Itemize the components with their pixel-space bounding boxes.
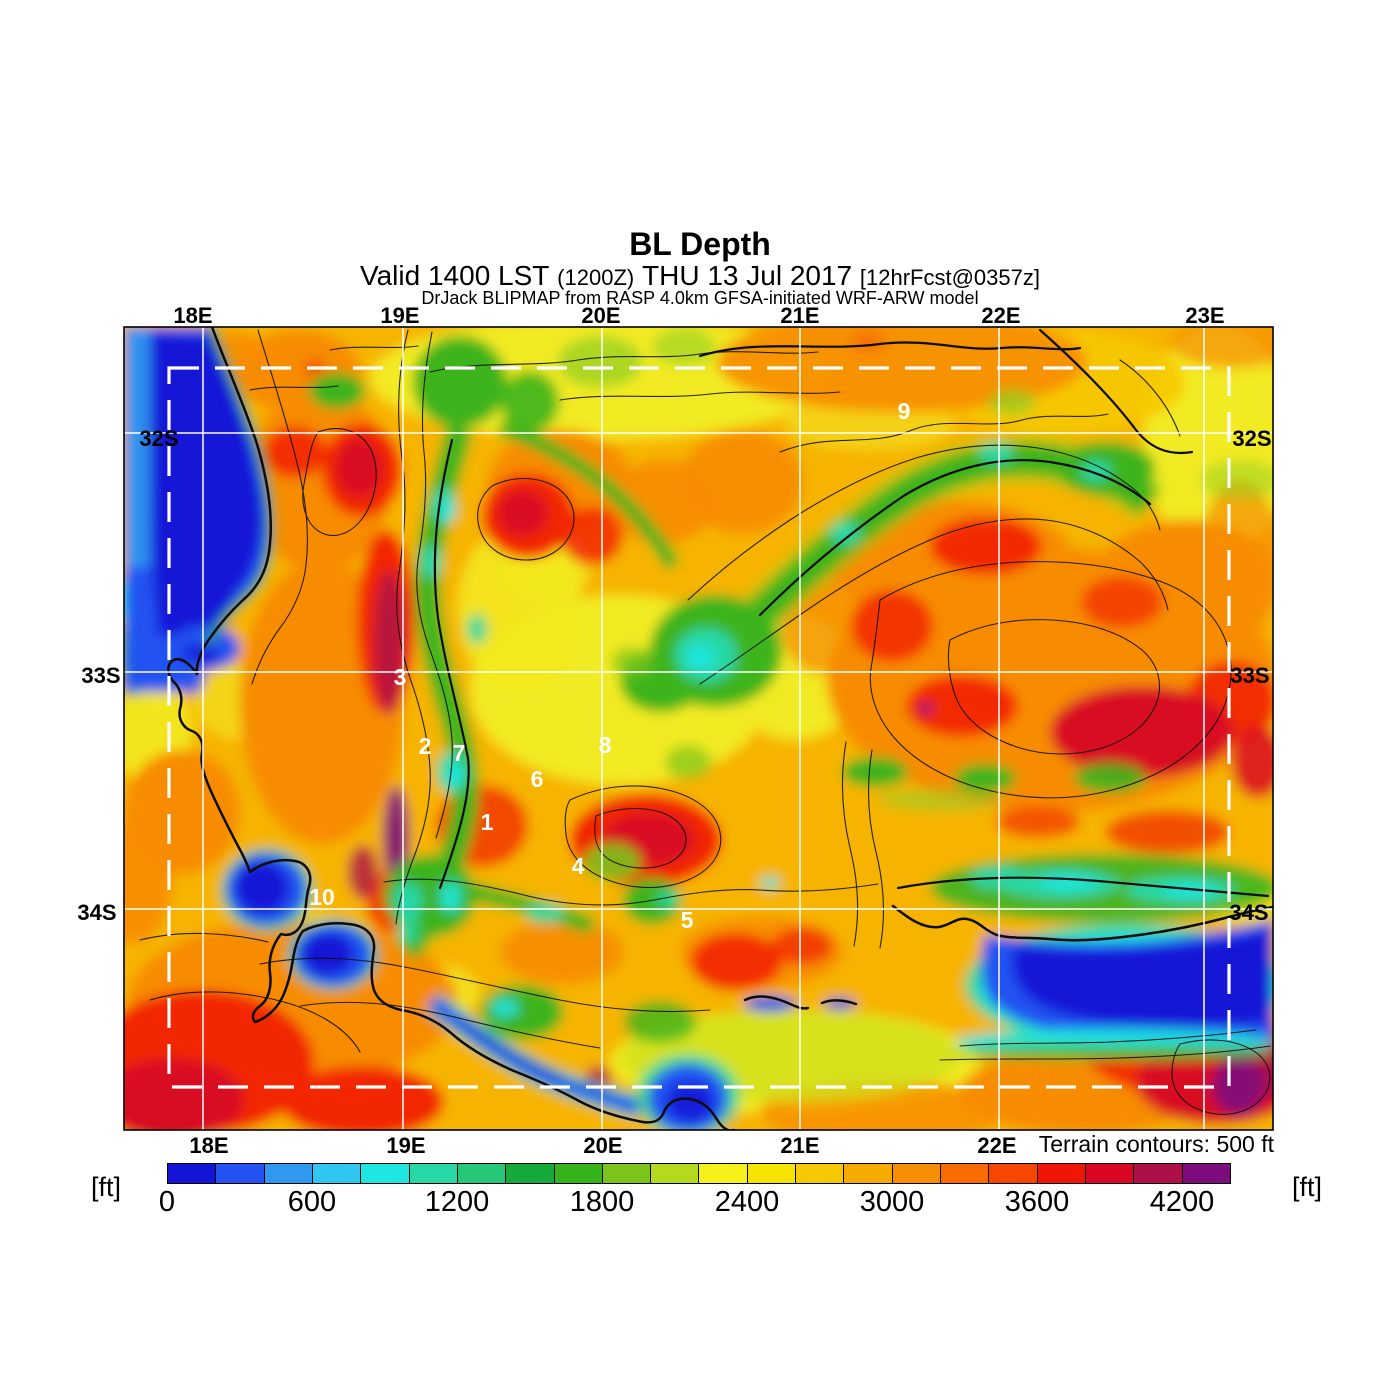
terrain-contour-layer bbox=[139, 327, 1273, 1130]
site-label-6: 6 bbox=[531, 766, 544, 792]
valid-zulu: (1200Z) bbox=[557, 265, 635, 290]
bottom-lon-20e: 20E bbox=[583, 1133, 623, 1158]
site-labels: 1 2 3 4 5 6 7 8 9 10 bbox=[309, 398, 910, 933]
site-label-7: 7 bbox=[453, 740, 466, 766]
left-lat-32s: 32S bbox=[139, 426, 179, 451]
colorbar-tick-3600: 3600 bbox=[1004, 1186, 1070, 1218]
bottom-lon-22e: 22E bbox=[977, 1133, 1017, 1158]
colorbar-tick-3000: 3000 bbox=[859, 1186, 925, 1218]
bl-depth-field bbox=[124, 327, 1273, 1130]
colorbar-tick-1200: 1200 bbox=[424, 1186, 490, 1218]
colorbar-tick-1800: 1800 bbox=[569, 1186, 635, 1218]
colorbar-tick-0: 0 bbox=[158, 1186, 176, 1218]
site-label-3: 3 bbox=[394, 664, 407, 690]
bottom-lon-21e: 21E bbox=[780, 1133, 820, 1158]
valid-prefix: Valid 1400 LST bbox=[360, 260, 550, 291]
right-lat-32s: 32S bbox=[1232, 426, 1272, 451]
top-lon-18e: 18E bbox=[173, 303, 213, 328]
coastline bbox=[167, 327, 1273, 1130]
page-title: BL Depth bbox=[629, 226, 771, 262]
model-source-line: DrJack BLIPMAP from RASP 4.0km GFSA-init… bbox=[421, 288, 979, 308]
site-label-9: 9 bbox=[898, 398, 911, 424]
site-label-8: 8 bbox=[599, 732, 612, 758]
bottom-lon-18e: 18E bbox=[189, 1133, 229, 1158]
map-border bbox=[123, 326, 1274, 1131]
colorbar-tick-2400: 2400 bbox=[714, 1186, 780, 1218]
site-label-2: 2 bbox=[419, 733, 432, 759]
site-label-10: 10 bbox=[309, 884, 335, 910]
right-lat-33s: 33S bbox=[1230, 663, 1270, 688]
site-label-1: 1 bbox=[481, 809, 494, 835]
top-lon-21e: 21E bbox=[780, 303, 820, 328]
site-label-5: 5 bbox=[681, 907, 694, 933]
right-lat-34s: 34S bbox=[1229, 900, 1269, 925]
top-lon-23e: 23E bbox=[1185, 303, 1225, 328]
valid-time-line: Valid 1400 LST (1200Z) THU 13 Jul 2017 [… bbox=[360, 260, 1040, 292]
graticule bbox=[124, 327, 1273, 1130]
top-lon-22e: 22E bbox=[981, 303, 1021, 328]
thick-terrain-contours bbox=[433, 328, 1270, 898]
colorbar-segments bbox=[167, 1163, 1231, 1184]
colorbar-tick-4200: 4200 bbox=[1149, 1186, 1215, 1218]
top-lon-20e: 20E bbox=[581, 303, 621, 328]
domain-boundary-dashed-rect bbox=[167, 366, 1231, 1089]
terrain-contours-note: Terrain contours: 500 ft bbox=[1038, 1131, 1274, 1157]
left-lat-34s: 34S bbox=[77, 900, 117, 925]
colorbar-unit-right: [ft] bbox=[1291, 1172, 1323, 1202]
top-lon-19e: 19E bbox=[380, 303, 420, 328]
site-label-4: 4 bbox=[572, 853, 585, 879]
bottom-lon-19e: 19E bbox=[386, 1133, 426, 1158]
valid-date: THU 13 Jul 2017 bbox=[642, 260, 853, 291]
colorbar-unit-left: [ft] bbox=[90, 1172, 122, 1202]
left-lat-33s: 33S bbox=[81, 663, 121, 688]
forecast-tag: [12hrFcst@0357z] bbox=[859, 265, 1040, 290]
colorbar-tick-600: 600 bbox=[287, 1186, 337, 1218]
